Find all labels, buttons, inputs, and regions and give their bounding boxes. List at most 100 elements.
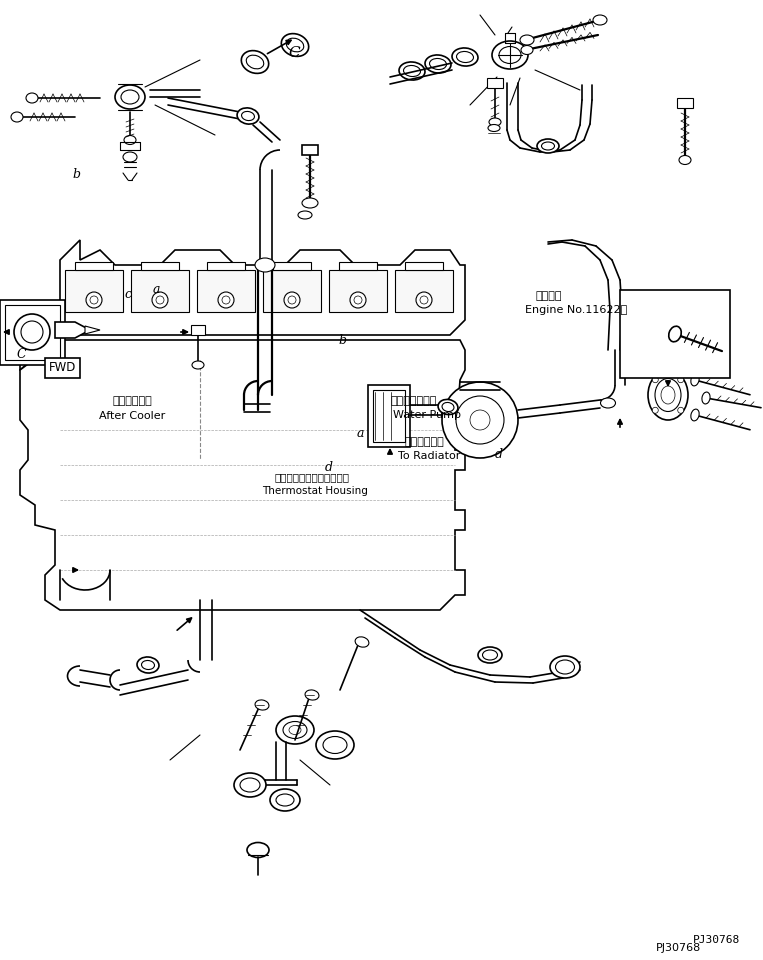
- Ellipse shape: [702, 392, 710, 404]
- Bar: [0, 300, 65, 365]
- Circle shape: [284, 292, 300, 308]
- Bar: [5, 305, 60, 360]
- Text: PJ30768: PJ30768: [656, 944, 701, 953]
- Ellipse shape: [276, 794, 294, 806]
- Circle shape: [288, 296, 296, 304]
- Ellipse shape: [520, 35, 534, 45]
- Ellipse shape: [255, 258, 275, 272]
- Circle shape: [152, 292, 168, 308]
- Text: C: C: [17, 348, 27, 361]
- Ellipse shape: [478, 647, 502, 663]
- Circle shape: [470, 410, 490, 430]
- Circle shape: [86, 292, 102, 308]
- Bar: [368, 385, 410, 447]
- Polygon shape: [55, 322, 90, 338]
- Text: PJ30768: PJ30768: [693, 935, 740, 945]
- Ellipse shape: [438, 399, 458, 415]
- Text: サーモスタットハウジング: サーモスタットハウジング: [275, 472, 349, 482]
- Ellipse shape: [691, 374, 699, 386]
- Circle shape: [652, 376, 658, 383]
- Bar: [395, 270, 453, 312]
- Circle shape: [90, 296, 98, 304]
- Ellipse shape: [26, 93, 38, 103]
- Ellipse shape: [124, 135, 136, 145]
- Ellipse shape: [489, 118, 501, 126]
- Ellipse shape: [550, 656, 580, 678]
- Bar: [65, 270, 123, 312]
- Bar: [273, 262, 311, 270]
- Text: FWD: FWD: [49, 361, 76, 374]
- Ellipse shape: [482, 650, 497, 660]
- Ellipse shape: [246, 55, 264, 69]
- Text: After Cooler: After Cooler: [99, 411, 166, 420]
- Circle shape: [416, 292, 432, 308]
- Ellipse shape: [298, 211, 312, 219]
- Bar: [487, 78, 503, 88]
- Ellipse shape: [679, 156, 691, 164]
- Ellipse shape: [425, 55, 451, 73]
- Circle shape: [652, 407, 658, 413]
- Text: d: d: [494, 447, 502, 461]
- Polygon shape: [20, 340, 465, 610]
- Text: b: b: [72, 168, 80, 181]
- Ellipse shape: [492, 41, 528, 69]
- Bar: [620, 290, 730, 378]
- Ellipse shape: [537, 139, 559, 153]
- Ellipse shape: [305, 690, 319, 700]
- Ellipse shape: [115, 85, 145, 109]
- Ellipse shape: [141, 660, 154, 669]
- Ellipse shape: [488, 125, 500, 132]
- Circle shape: [14, 314, 50, 350]
- Ellipse shape: [276, 716, 314, 744]
- Text: Engine No.11622～: Engine No.11622～: [525, 305, 627, 315]
- Ellipse shape: [323, 736, 347, 754]
- Circle shape: [156, 296, 164, 304]
- Circle shape: [222, 296, 230, 304]
- Ellipse shape: [234, 773, 266, 797]
- Polygon shape: [60, 240, 465, 335]
- Ellipse shape: [404, 65, 420, 77]
- Circle shape: [21, 321, 43, 343]
- Circle shape: [218, 292, 234, 308]
- Ellipse shape: [452, 48, 478, 66]
- Bar: [302, 145, 318, 155]
- Ellipse shape: [668, 326, 681, 342]
- Bar: [339, 262, 377, 270]
- Text: ウォータポンプ: ウォータポンプ: [391, 396, 437, 406]
- Ellipse shape: [691, 409, 699, 420]
- Bar: [191, 325, 205, 335]
- Ellipse shape: [600, 398, 616, 408]
- Ellipse shape: [430, 59, 446, 69]
- Ellipse shape: [241, 51, 269, 73]
- Ellipse shape: [270, 789, 300, 811]
- Ellipse shape: [192, 361, 204, 369]
- Circle shape: [678, 376, 684, 383]
- Ellipse shape: [456, 52, 474, 62]
- Ellipse shape: [289, 726, 301, 734]
- Ellipse shape: [542, 142, 555, 150]
- Circle shape: [350, 292, 366, 308]
- Polygon shape: [85, 326, 100, 334]
- Text: b: b: [338, 334, 346, 348]
- Text: アフタクーラ: アフタクーラ: [113, 396, 153, 406]
- Ellipse shape: [355, 636, 369, 647]
- Ellipse shape: [302, 198, 318, 208]
- Ellipse shape: [123, 152, 137, 162]
- Circle shape: [354, 296, 362, 304]
- Ellipse shape: [399, 62, 425, 80]
- Text: 適用号機: 適用号機: [536, 291, 562, 300]
- Ellipse shape: [648, 370, 688, 420]
- Circle shape: [456, 396, 504, 444]
- Bar: [263, 270, 321, 312]
- Ellipse shape: [247, 843, 269, 857]
- Bar: [141, 262, 179, 270]
- Ellipse shape: [255, 700, 269, 710]
- Ellipse shape: [121, 90, 139, 104]
- Bar: [677, 98, 693, 108]
- Bar: [75, 262, 113, 270]
- Bar: [373, 390, 405, 442]
- Text: a: a: [356, 427, 364, 441]
- Text: To Radiator: To Radiator: [398, 451, 461, 461]
- Ellipse shape: [11, 112, 23, 122]
- Ellipse shape: [499, 46, 521, 63]
